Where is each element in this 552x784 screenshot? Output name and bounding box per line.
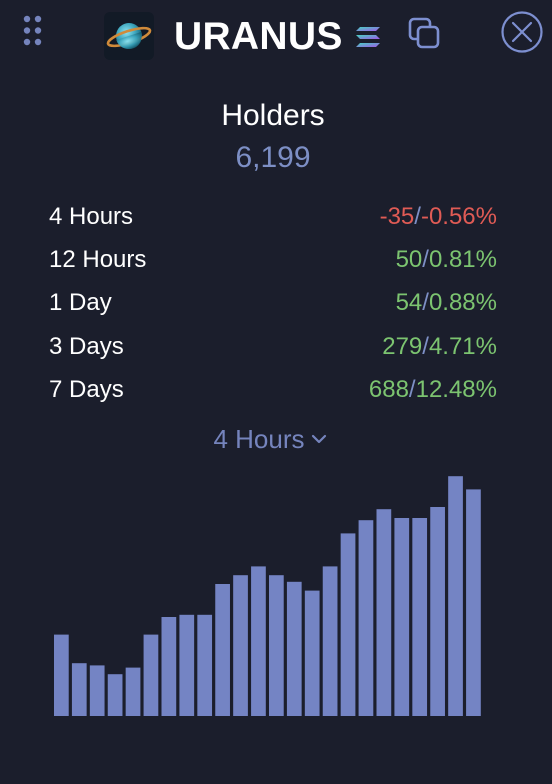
chart-bar bbox=[197, 614, 213, 716]
stat-row-12h: 12 Hours 50/0.81% bbox=[49, 241, 497, 284]
solana-icon bbox=[356, 27, 380, 47]
stat-percent: 0.88% bbox=[428, 289, 497, 317]
stat-label: 1 Day bbox=[49, 289, 112, 317]
chart-bar bbox=[215, 584, 230, 716]
chevron-down-icon bbox=[311, 435, 326, 444]
holders-count: 6,199 bbox=[235, 141, 311, 174]
holders-title: Holders bbox=[221, 99, 325, 132]
chart-bar bbox=[412, 518, 428, 716]
close-icon[interactable] bbox=[500, 10, 544, 54]
stat-percent: 4.71% bbox=[428, 332, 497, 360]
stat-label: 3 Days bbox=[49, 332, 124, 360]
stat-label: 4 Hours bbox=[49, 203, 134, 230]
chart-bar bbox=[143, 634, 159, 716]
stat-change: 688 bbox=[368, 375, 409, 403]
chart-bar bbox=[125, 667, 141, 716]
stat-row-7d: 7 Days 688/12.48% bbox=[49, 371, 497, 414]
chart-bar bbox=[269, 575, 284, 716]
chart-bar bbox=[107, 674, 123, 716]
stat-change: 50 bbox=[395, 246, 423, 274]
holders-bar-chart bbox=[54, 476, 481, 716]
chart-bar bbox=[179, 614, 195, 716]
chart-bar bbox=[340, 533, 356, 716]
stat-change: -35 bbox=[379, 203, 415, 230]
chart-bar bbox=[394, 518, 410, 716]
chart-bar bbox=[286, 581, 302, 716]
stat-row-4h: 4 Hours -35/-0.56% bbox=[49, 198, 497, 241]
chart-bar bbox=[358, 520, 374, 716]
chart-bar bbox=[430, 507, 445, 716]
chart-bar bbox=[322, 566, 338, 716]
stat-label: 7 Days bbox=[49, 375, 124, 403]
chart-bar bbox=[466, 489, 481, 716]
holder-stats: 4 Hours -35/-0.56% 12 Hours 50/0.81% 1 D… bbox=[49, 198, 497, 414]
stat-row-3d: 3 Days 279/4.71% bbox=[49, 328, 497, 371]
stat-percent: -0.56% bbox=[420, 203, 497, 230]
stat-label: 12 Hours bbox=[49, 246, 147, 274]
planet-icon bbox=[106, 23, 152, 49]
stat-change: 54 bbox=[395, 289, 423, 317]
stat-value: 279/4.71% bbox=[382, 332, 497, 360]
chart-bar bbox=[376, 509, 392, 716]
copy-icon[interactable] bbox=[407, 16, 441, 50]
period-dropdown[interactable]: 4 Hours bbox=[0, 421, 540, 457]
chart-bar bbox=[251, 566, 266, 716]
stat-percent: 0.81% bbox=[428, 246, 497, 274]
stat-value: 54/0.88% bbox=[395, 289, 497, 317]
stat-change: 279 bbox=[382, 332, 423, 360]
chart-bar bbox=[233, 575, 248, 716]
grip-dots-icon[interactable] bbox=[22, 14, 44, 48]
token-logo bbox=[104, 12, 154, 60]
header: URANUS bbox=[0, 0, 552, 70]
stat-value: 688/12.48% bbox=[368, 375, 497, 403]
chart-bar bbox=[89, 665, 105, 716]
chart-bar bbox=[71, 663, 87, 716]
chart-bar bbox=[448, 476, 463, 716]
chart-bar bbox=[54, 634, 69, 716]
stat-value: -35/-0.56% bbox=[379, 203, 497, 230]
chart-bar bbox=[161, 617, 177, 716]
stat-value: 50/0.81% bbox=[395, 246, 497, 274]
token-name: URANUS bbox=[174, 15, 343, 58]
stat-row-1d: 1 Day 54/0.88% bbox=[49, 284, 497, 327]
stat-percent: 12.48% bbox=[415, 375, 497, 403]
period-dropdown-label: 4 Hours bbox=[213, 424, 305, 454]
chart-bar bbox=[304, 590, 320, 716]
